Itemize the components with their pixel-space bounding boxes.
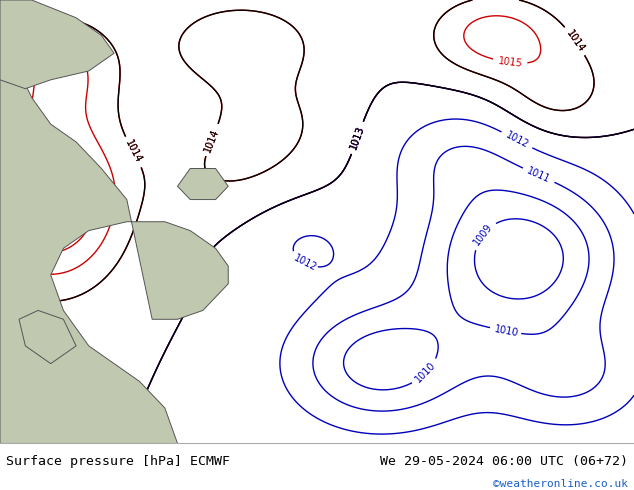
Polygon shape	[19, 311, 76, 364]
Text: ©weatheronline.co.uk: ©weatheronline.co.uk	[493, 479, 628, 490]
Text: 1010: 1010	[413, 361, 438, 385]
Text: We 29-05-2024 06:00 UTC (06+72): We 29-05-2024 06:00 UTC (06+72)	[380, 455, 628, 467]
Text: 1014: 1014	[124, 139, 143, 165]
Text: 1014: 1014	[564, 28, 586, 54]
Text: 1014: 1014	[203, 127, 221, 153]
Polygon shape	[0, 0, 228, 443]
Text: 1012: 1012	[292, 253, 318, 273]
Text: 1009: 1009	[472, 222, 495, 247]
Text: 1011: 1011	[526, 166, 552, 185]
Text: 1010: 1010	[494, 324, 520, 338]
Text: 1014: 1014	[564, 28, 586, 54]
Text: 1013: 1013	[349, 124, 366, 151]
Text: 1013: 1013	[349, 124, 366, 151]
Text: 1017: 1017	[61, 170, 82, 196]
Polygon shape	[178, 169, 228, 199]
Text: 1015: 1015	[497, 56, 523, 69]
Text: 1014: 1014	[203, 127, 221, 153]
Text: 1013: 1013	[349, 124, 366, 151]
Text: 1012: 1012	[503, 130, 530, 150]
Text: 1015: 1015	[3, 120, 26, 145]
Text: Surface pressure [hPa] ECMWF: Surface pressure [hPa] ECMWF	[6, 455, 230, 467]
Text: 1014: 1014	[124, 139, 143, 165]
Polygon shape	[0, 0, 114, 89]
Text: 1016: 1016	[5, 153, 27, 179]
